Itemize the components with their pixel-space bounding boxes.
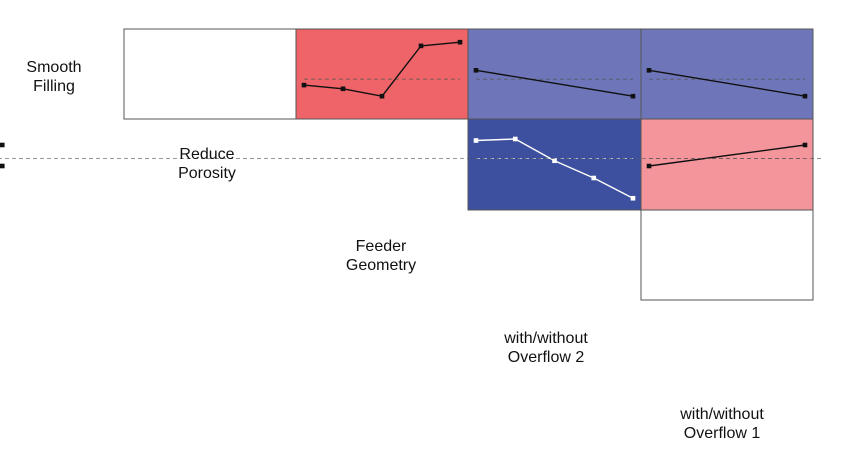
- factor-label-line: Geometry: [345, 257, 417, 274]
- effect-point: [301, 82, 307, 88]
- effect-point: [630, 195, 636, 201]
- factor-label-line: Porosity: [178, 165, 236, 182]
- factor-label-smooth-filling: Smooth Filling: [4, 58, 104, 96]
- factor-label-line: Filling: [33, 78, 75, 95]
- factor-label-line: with/without: [680, 406, 764, 423]
- factor-label-line: Feeder: [355, 238, 407, 255]
- matrix-cell: [640, 118, 814, 211]
- effect-point: [473, 68, 479, 73]
- effect-point: [512, 136, 518, 142]
- factor-label-feeder-geometry: Feeder Geometry: [331, 237, 431, 275]
- effect-line: [648, 69, 806, 97]
- factor-label-reduce-porosity: Reduce Porosity: [157, 145, 257, 183]
- effect-point: [0, 142, 5, 148]
- factor-label-overflow-2: with/without Overflow 2: [486, 329, 606, 367]
- effect-point: [340, 86, 346, 92]
- effect-line: [648, 144, 806, 167]
- factor-label-line: Reduce: [179, 146, 235, 163]
- effect-point: [646, 68, 652, 73]
- effect-point: [591, 175, 597, 181]
- factor-label-line: Overflow 2: [507, 349, 585, 366]
- matrix-cell: [640, 28, 814, 120]
- effect-point: [802, 93, 808, 99]
- effect-point: [418, 43, 424, 49]
- matrix-cell: [295, 28, 469, 120]
- factor-label-line: Smooth: [26, 59, 82, 76]
- effect-point: [630, 93, 636, 99]
- factor-label-line: with/without: [504, 330, 588, 347]
- effect-point: [802, 142, 808, 148]
- effect-point: [552, 158, 557, 164]
- factor-label-line: Overflow 1: [683, 425, 761, 442]
- effect-point: [0, 163, 5, 169]
- effect-line: [475, 69, 634, 97]
- matrix-cell: [467, 118, 642, 211]
- effect-point: [473, 138, 479, 143]
- effect-point: [457, 39, 463, 45]
- matrix-cell-neutral: [123, 28, 297, 120]
- effect-point: [379, 93, 385, 99]
- matrix-cell: [467, 28, 642, 120]
- effect-point: [646, 163, 652, 169]
- matrix-cell-neutral: [640, 209, 814, 301]
- factor-label-overflow-1: with/without Overflow 1: [662, 405, 782, 443]
